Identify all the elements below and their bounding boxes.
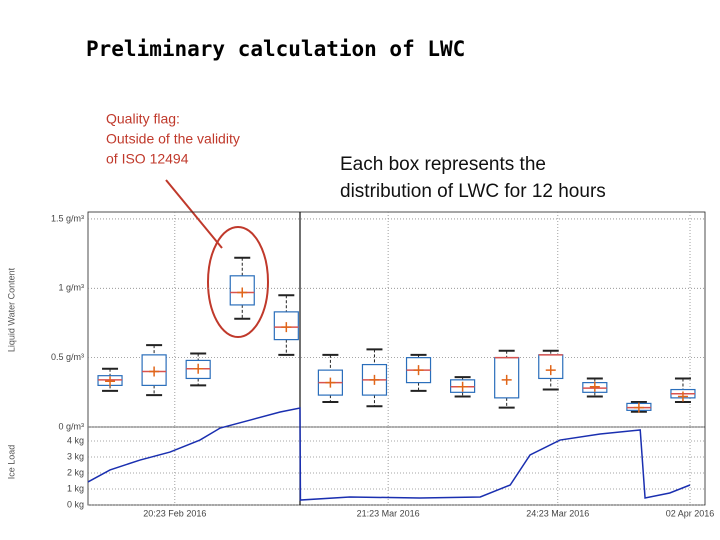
- box-note: Each box represents the: [340, 154, 546, 175]
- flag-pointer: [165, 179, 223, 249]
- mean-marker: [501, 374, 512, 385]
- y-tick-label: 0 kg: [67, 499, 84, 509]
- mean-marker: [413, 365, 424, 376]
- x-tick-label: 24:23 Mar 2016: [526, 508, 589, 518]
- mean-marker: [105, 376, 116, 387]
- mean-marker: [457, 381, 468, 392]
- x-tick-label: 02 Apr 2016: [666, 508, 715, 518]
- y-tick-label: 0.5 g/m³: [51, 352, 84, 362]
- mean-marker: [149, 366, 160, 377]
- mean-marker: [281, 322, 292, 333]
- y-tick-label: 1 kg: [67, 483, 84, 493]
- flag-ellipse: [207, 226, 269, 338]
- ice-load-line: [87, 407, 691, 501]
- y-tick-label: 0 g/m³: [58, 421, 84, 431]
- y-axis-label: Liquid Water Content: [6, 267, 16, 352]
- mean-marker: [369, 374, 380, 385]
- mean-marker: [545, 365, 556, 376]
- y-tick-label: 1.5 g/m³: [51, 213, 84, 223]
- x-tick-label: 21:23 Mar 2016: [357, 508, 420, 518]
- mean-marker: [677, 391, 688, 402]
- mean-marker: [193, 363, 204, 374]
- mean-marker: [237, 287, 248, 298]
- slide-title: Preliminary calculation of LWC: [86, 37, 465, 61]
- x-tick-label: 20:23 Feb 2016: [143, 508, 206, 518]
- y-tick-label: 2 kg: [67, 467, 84, 477]
- y-tick-label: 4 kg: [67, 435, 84, 445]
- y-tick-label: 3 kg: [67, 451, 84, 461]
- flag-note: Outside of the validity: [106, 131, 240, 147]
- mean-marker: [633, 402, 644, 413]
- y-tick-label: 1 g/m³: [58, 283, 84, 293]
- mean-marker: [589, 381, 600, 392]
- mean-marker: [325, 377, 336, 388]
- box-note: distribution of LWC for 12 hours: [340, 181, 606, 202]
- y-axis-label: Ice Load: [6, 445, 16, 480]
- flag-note: Quality flag:: [106, 111, 180, 127]
- plot-frame: [87, 211, 706, 506]
- flag-note: of ISO 12494: [106, 151, 189, 167]
